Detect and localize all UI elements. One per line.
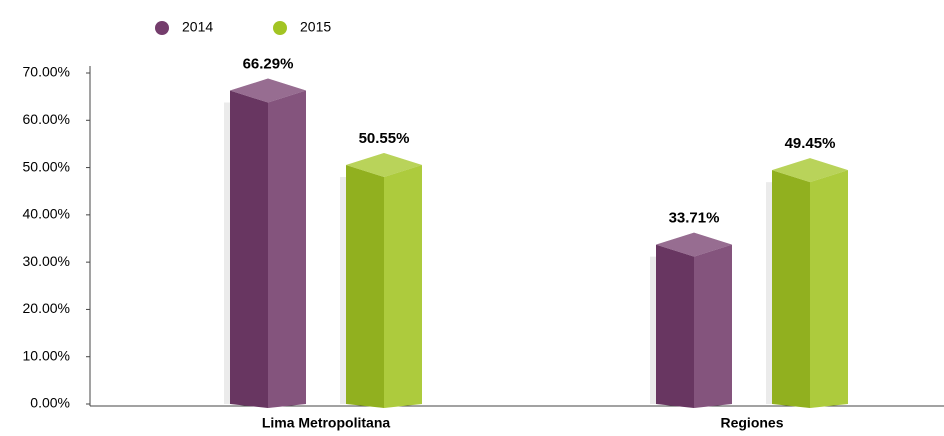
bar-top xyxy=(656,232,732,257)
value-label: 50.55% xyxy=(359,130,410,147)
bar xyxy=(766,158,848,408)
bar-top-shade xyxy=(656,232,732,257)
bar-front-shade xyxy=(772,170,810,408)
bar-side-shade xyxy=(810,170,848,408)
y-tick-label: 50.00% xyxy=(23,158,70,174)
bar-front-shade xyxy=(656,244,694,408)
bar-side xyxy=(694,244,732,408)
bar-top xyxy=(346,152,422,177)
bar-side xyxy=(384,164,422,408)
bar xyxy=(340,152,422,408)
value-label: 66.29% xyxy=(243,56,294,73)
bar-front-shade xyxy=(346,164,384,408)
y-tick-label: 10.00% xyxy=(23,347,70,363)
y-tick-label: 60.00% xyxy=(23,111,70,127)
bar-side xyxy=(810,170,848,408)
bar-top xyxy=(230,78,306,103)
bar-top-shade xyxy=(346,152,422,177)
bar-side-shade xyxy=(384,164,422,408)
bar-front xyxy=(772,170,810,408)
y-tick-label: 0.00% xyxy=(30,395,70,411)
bar-top-shade xyxy=(772,158,848,183)
bar-side xyxy=(268,90,306,408)
y-tick-label: 40.00% xyxy=(23,206,70,222)
bar-front xyxy=(346,164,384,408)
bar-front xyxy=(230,90,268,408)
legend-marker xyxy=(155,21,169,35)
bar-side-shade xyxy=(694,244,732,408)
value-label: 33.71% xyxy=(669,210,720,227)
y-tick-label: 30.00% xyxy=(23,253,70,269)
value-label: 49.45% xyxy=(785,135,836,152)
bar-top xyxy=(772,158,848,183)
bar-shadow xyxy=(340,176,346,404)
bar xyxy=(650,232,732,408)
bar-front-shade xyxy=(230,90,268,408)
bar-shadow xyxy=(766,182,772,404)
legend-label: 2015 xyxy=(300,19,331,35)
bar xyxy=(224,78,306,408)
x-tick-label: Lima Metropolitana xyxy=(262,415,391,431)
bar-shadow xyxy=(224,102,230,404)
bar-side-shade xyxy=(268,90,306,408)
y-tick-label: 70.00% xyxy=(23,64,70,80)
x-tick-label: Regiones xyxy=(720,415,783,431)
bar-shadow xyxy=(650,256,656,404)
legend-label: 2014 xyxy=(182,19,213,35)
bar-front xyxy=(656,244,694,408)
y-tick-label: 20.00% xyxy=(23,300,70,316)
legend-marker xyxy=(273,21,287,35)
bar-top-shade xyxy=(230,78,306,103)
